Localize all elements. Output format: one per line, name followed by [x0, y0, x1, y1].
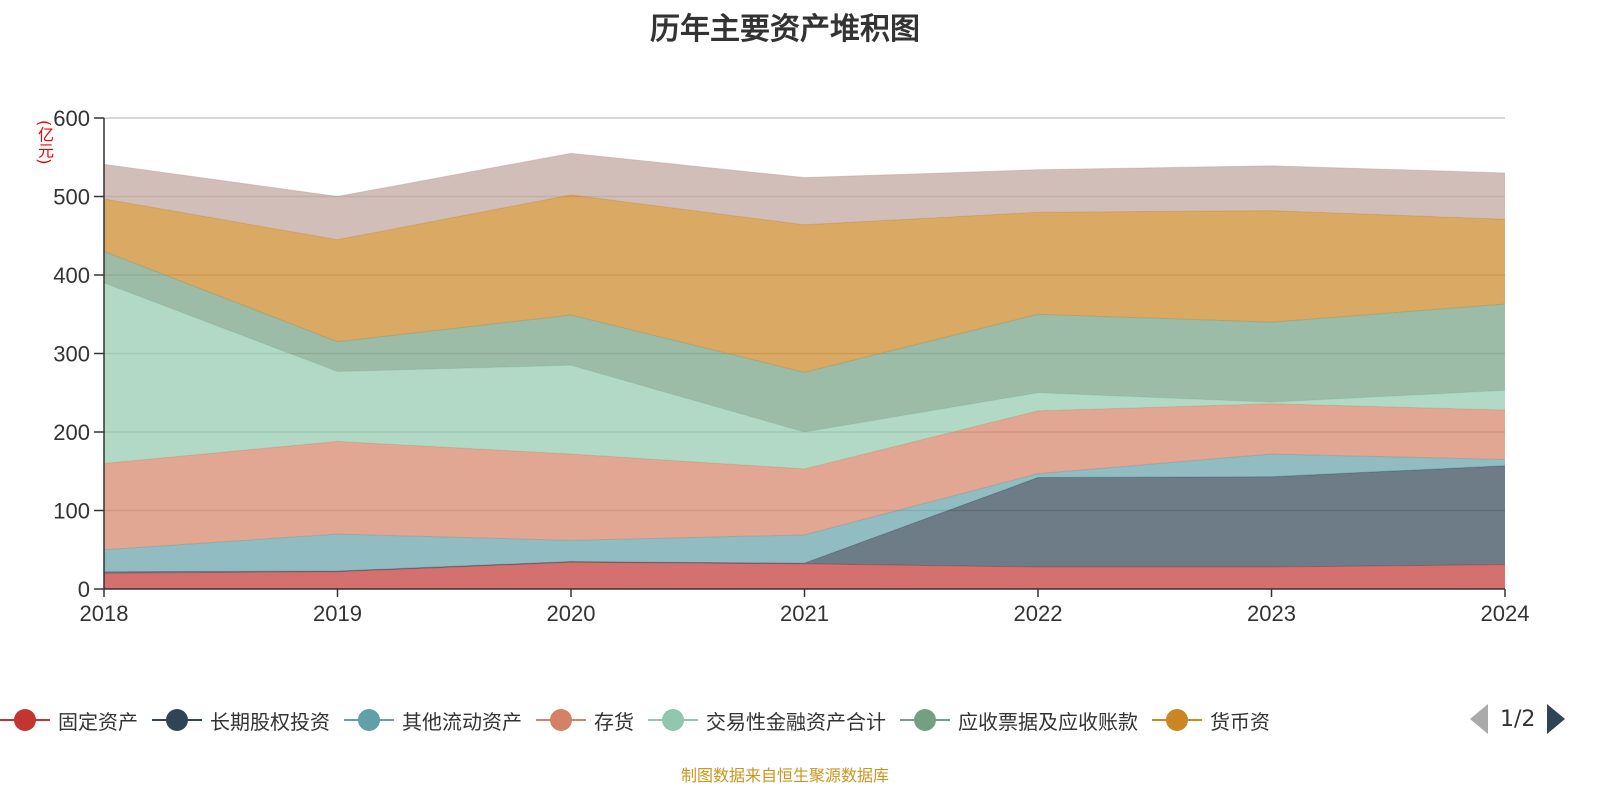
legend-label: 货币资: [1210, 709, 1270, 734]
x-tick-label: 2020: [547, 601, 596, 626]
area-series-3: [104, 403, 1505, 550]
y-tick-label: 0: [78, 577, 90, 602]
area-series-2: [104, 453, 1505, 572]
y-tick-label: 600: [53, 106, 90, 131]
legend-label: 固定资产: [58, 709, 138, 734]
legend-item[interactable]: 其他流动资产: [344, 706, 522, 735]
area-series-0: [104, 562, 1505, 589]
legend-prev-page-icon[interactable]: [1470, 704, 1488, 734]
x-tick-label: 2022: [1014, 601, 1063, 626]
x-tick-label: 2019: [313, 601, 362, 626]
legend-circle-icon: [536, 708, 586, 732]
legend-label: 其他流动资产: [402, 709, 522, 734]
legend: 固定资产 长期股权投资 其他流动资产 存货 交易性金融资产合计 应收票据及应收账款 货币资: [0, 703, 1462, 737]
legend-item[interactable]: 存货: [536, 706, 634, 735]
stacked-area-chart: 0 100 200 300 400 500 600 2018 2019 2020 2021 2022 2…: [53, 106, 1530, 626]
legend-circle-icon: [0, 708, 50, 732]
legend-circle-icon: [1152, 708, 1202, 732]
chart-title: 历年主要资产堆积图: [650, 12, 920, 47]
legend-circle-icon: [648, 708, 698, 732]
y-tick-label: 500: [53, 185, 90, 210]
area-series-4: [104, 282, 1505, 469]
legend-item[interactable]: 长期股权投资: [152, 706, 330, 735]
legend-page-indicator: 1/2: [1500, 706, 1536, 732]
legend-item[interactable]: 交易性金融资产合计: [648, 706, 886, 735]
legend-label: 应收票据及应收账款: [958, 709, 1138, 734]
legend-item[interactable]: 应收票据及应收账款: [900, 706, 1138, 735]
legend-next-page-icon[interactable]: [1547, 704, 1566, 734]
legend-label: 长期股权投资: [210, 709, 330, 734]
y-axis-unit-label: (亿元): [35, 120, 54, 165]
legend-circle-icon: [152, 708, 202, 732]
x-tick-label: 2024: [1481, 601, 1530, 626]
legend-circle-icon: [900, 708, 950, 732]
area-series-5: [104, 251, 1505, 432]
x-tick-label: 2018: [80, 601, 129, 626]
area-series-1: [104, 465, 1505, 574]
legend-label: 存货: [594, 709, 634, 734]
y-tick-label: 100: [53, 499, 90, 524]
x-tick-label: 2021: [780, 601, 829, 626]
legend-pager: 1/2: [1470, 704, 1566, 734]
data-source-note: 制图数据来自恒生聚源数据库: [680, 766, 889, 785]
y-tick-label: 200: [53, 420, 90, 445]
legend-item[interactable]: 货币资: [1152, 706, 1270, 735]
legend-item[interactable]: 固定资产: [0, 706, 138, 735]
y-tick-label: 400: [53, 263, 90, 288]
x-tick-label: 2023: [1247, 601, 1296, 626]
legend-circle-icon: [344, 708, 394, 732]
y-tick-label: 300: [53, 342, 90, 367]
area-series-6: [104, 194, 1505, 373]
series-line-7: [103, 152, 1506, 198]
legend-label: 交易性金融资产合计: [706, 709, 886, 734]
